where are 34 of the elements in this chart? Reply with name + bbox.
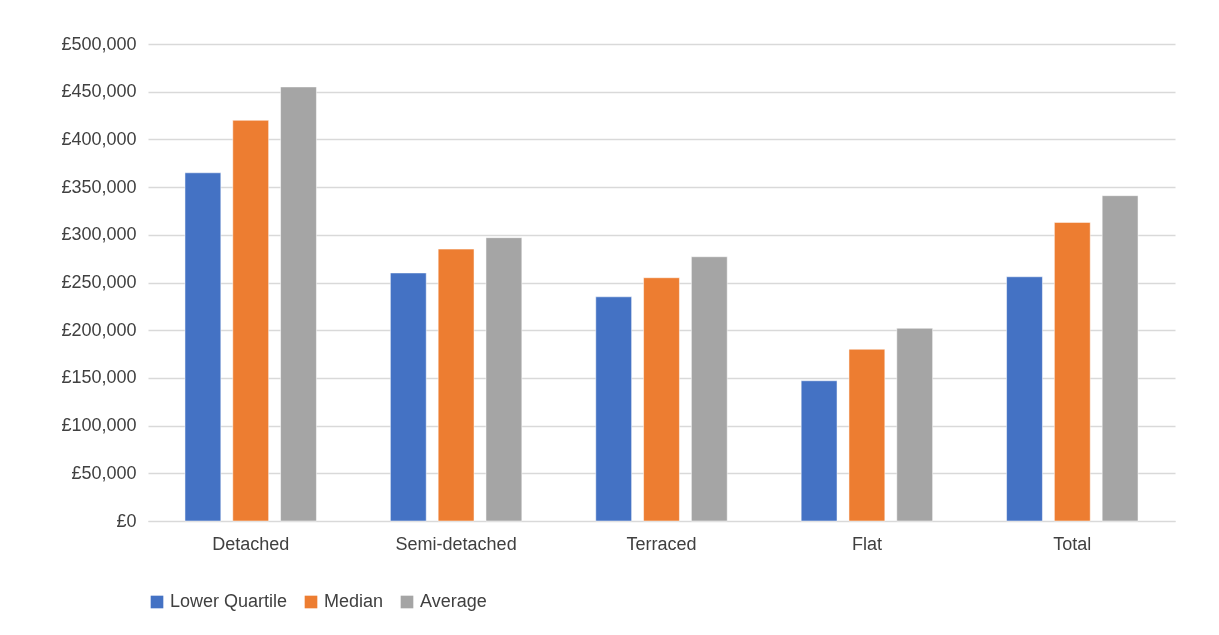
x-tick-label: Flat (851, 533, 882, 554)
bar (437, 248, 475, 522)
y-tick-label: £50,000 (71, 462, 137, 483)
y-tick-label: £150,000 (61, 367, 137, 388)
bar (485, 237, 523, 522)
x-tick-label: Detached (212, 533, 290, 554)
bar (896, 328, 933, 522)
bar (184, 172, 222, 522)
x-tick-label: Semi-detached (395, 533, 517, 554)
y-tick-label: £300,000 (61, 224, 137, 245)
bar (1054, 222, 1091, 522)
bar (280, 86, 317, 522)
y-tick-label: £350,000 (61, 176, 137, 197)
bar (595, 296, 632, 522)
y-tick-label: £0 (116, 510, 137, 531)
y-tick-label: £450,000 (61, 81, 137, 102)
bar (800, 380, 838, 522)
y-tick-label: £400,000 (61, 128, 137, 149)
bar (390, 272, 427, 522)
bar (232, 120, 269, 522)
y-tick-label: £200,000 (61, 319, 137, 340)
bar (1101, 195, 1139, 522)
legend-label: Average (420, 591, 487, 611)
y-tick-label: £500,000 (61, 33, 137, 54)
legend-label: Median (324, 591, 384, 611)
x-tick-label: Total (1053, 533, 1092, 554)
legend-label: Lower Quartile (170, 591, 288, 611)
bar (643, 277, 680, 522)
bar (691, 256, 728, 522)
bar (1006, 276, 1043, 522)
x-tick-label: Terraced (626, 533, 697, 554)
bar (848, 349, 886, 522)
y-tick-label: £250,000 (61, 272, 137, 292)
y-tick-label: £100,000 (61, 415, 137, 436)
